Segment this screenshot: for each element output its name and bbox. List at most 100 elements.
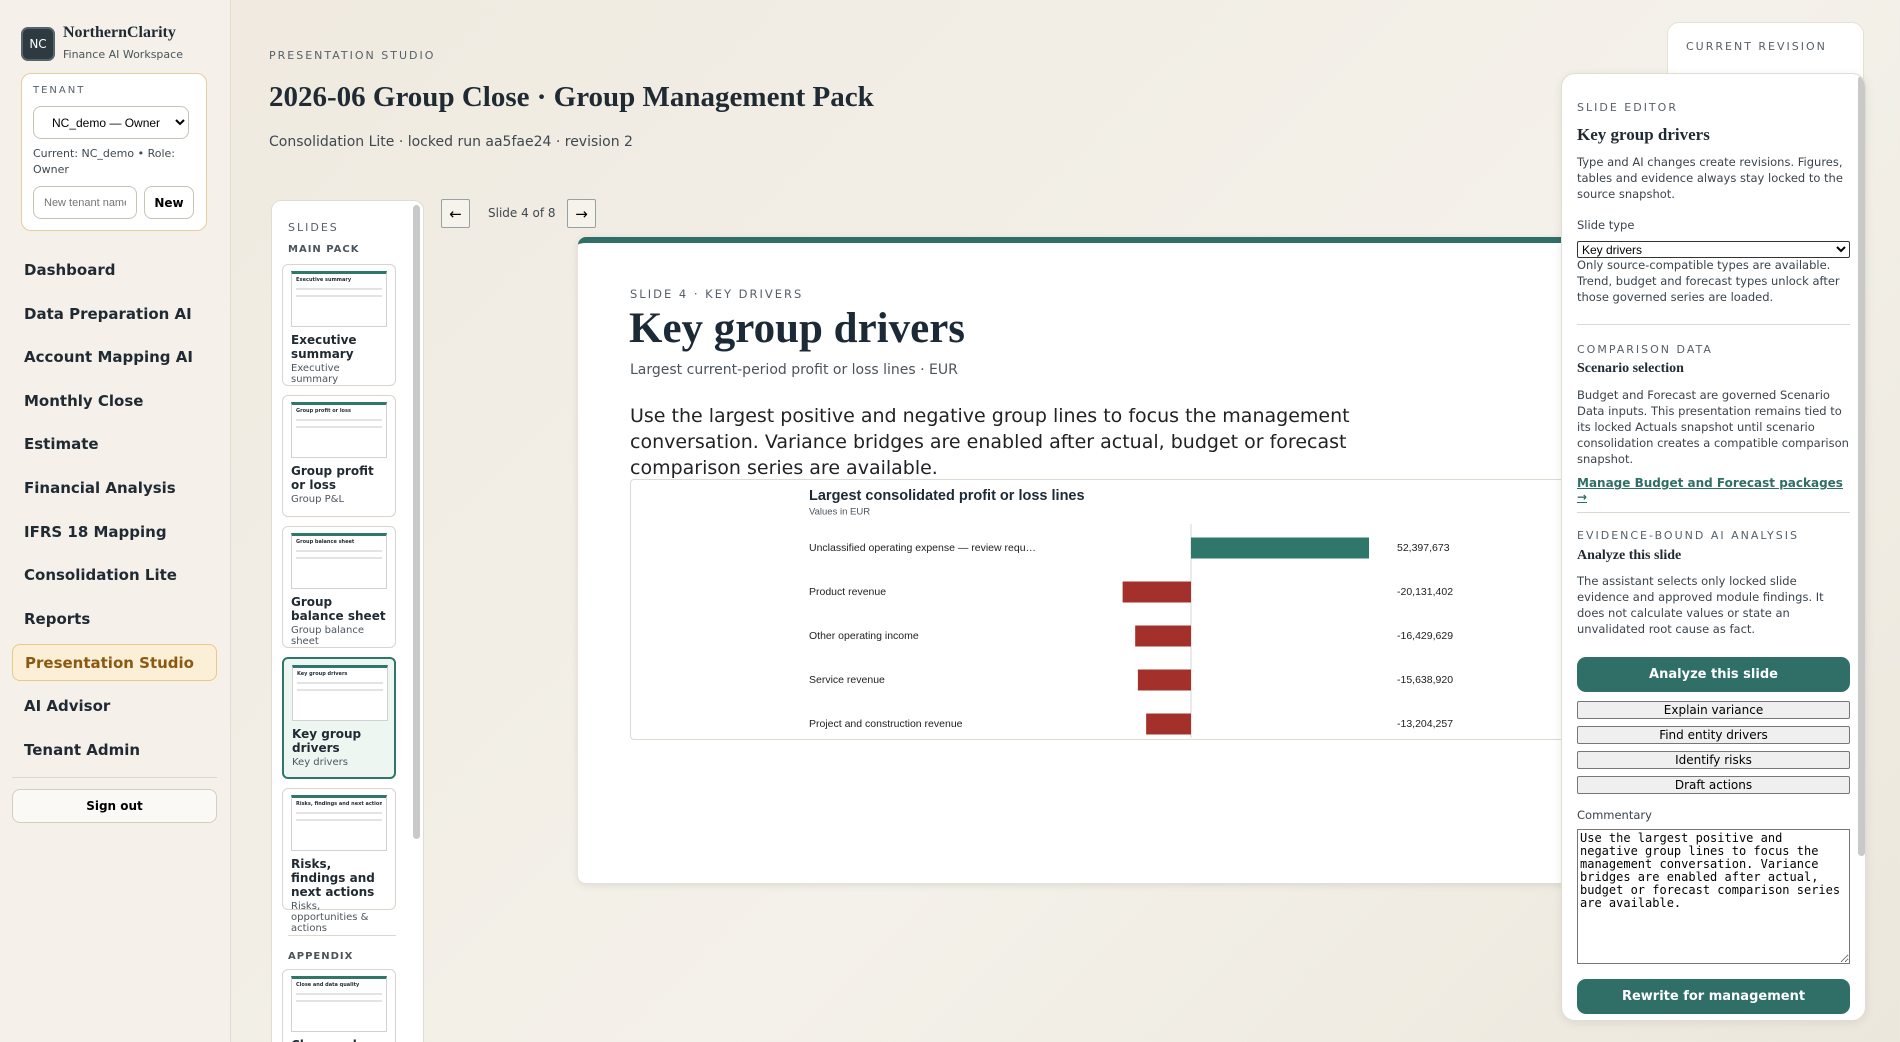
slide-card[interactable]: Risks, findings and next actions Risks, f…: [282, 788, 396, 934]
slide-editor: SLIDE EDITOR Key group drivers Type and …: [1561, 73, 1866, 1021]
slide-card-title: Group profit or loss: [291, 464, 374, 492]
thumbnail-line: [296, 288, 382, 290]
slide-card-type: Key drivers: [292, 757, 348, 768]
nav-item[interactable]: Account Mapping AI: [24, 348, 193, 367]
category-label: Service revenue: [809, 674, 885, 686]
thumbnail-line: [296, 419, 382, 421]
editor-intro: Type and AI changes create revisions. Fi…: [1577, 155, 1843, 201]
appendix-label: APPENDIX: [288, 951, 354, 962]
slide-thumbnail: Key group drivers: [292, 665, 388, 721]
commentary-label: Commentary: [1577, 808, 1652, 822]
slide-eyebrow: SLIDE 4 · KEY DRIVERS: [630, 287, 804, 301]
tenant-current: Current: NC_demo • Role: Owner: [33, 147, 176, 176]
tenant-box: TENANT NC_demo — Owner Current: NC_demo …: [21, 73, 207, 231]
nav-item[interactable]: Estimate: [24, 435, 99, 454]
value-label: 52,397,673: [1397, 542, 1450, 554]
value-label: -16,429,629: [1397, 630, 1453, 642]
main-pack-label: MAIN PACK: [288, 244, 360, 255]
divider: [1577, 324, 1850, 325]
divider: [288, 935, 396, 936]
nav-item[interactable]: Monthly Close: [24, 391, 144, 410]
ai-eyebrow: EVIDENCE-BOUND AI ANALYSIS: [1577, 529, 1799, 542]
category-label: Other operating income: [809, 630, 919, 642]
tenant-select[interactable]: NC_demo — Owner: [33, 106, 189, 139]
nav-item[interactable]: Consolidation Lite: [24, 566, 177, 585]
tenant-name-input[interactable]: [33, 186, 137, 219]
thumbnail-title: Close and data quality: [296, 982, 360, 988]
slide-card-title: Group balance sheet: [291, 595, 386, 623]
comparison-link[interactable]: Manage Budget and Forecast packages →: [1577, 476, 1843, 504]
value-label: -13,204,257: [1397, 718, 1453, 730]
tenant-label: TENANT: [33, 85, 86, 96]
page-title: 2026-06 Group Close · Group Management P…: [269, 81, 874, 113]
analyze-button[interactable]: Analyze this slide: [1577, 657, 1850, 692]
nav-item[interactable]: Data Preparation AI: [24, 304, 192, 323]
new-tenant-button[interactable]: New: [144, 186, 194, 219]
thumbnail-line: [296, 819, 382, 821]
chart-subtitle: Values in EUR: [809, 507, 870, 518]
thumbnail-line: [296, 557, 382, 559]
slide-subtitle: Largest current-period profit or loss li…: [630, 362, 958, 378]
slide-thumbnail: Group profit or loss: [291, 402, 387, 458]
thumbnail-title: Key group drivers: [297, 671, 348, 677]
nav-item[interactable]: IFRS 18 Mapping: [24, 522, 167, 541]
chart-title: Largest consolidated profit or loss line…: [809, 488, 1085, 504]
nav-item[interactable]: Presentation Studio: [12, 644, 217, 682]
action-button[interactable]: Explain variance: [1577, 701, 1850, 719]
chart-box: Largest consolidated profit or loss line…: [630, 479, 1578, 740]
thumbnail-line: [297, 682, 383, 684]
slide-body: Use the largest positive and negative gr…: [630, 405, 1350, 479]
value-label: -20,131,402: [1397, 586, 1453, 598]
sign-out-button[interactable]: Sign out: [12, 789, 217, 823]
slide-type-select[interactable]: Key drivers: [1577, 241, 1850, 258]
slide-card[interactable]: Executive summary Executive summary Execut…: [282, 264, 396, 386]
slide-card[interactable]: Group profit or loss Group profit or loss…: [282, 395, 396, 517]
prev-slide-button[interactable]: ←: [441, 199, 470, 228]
brand: NorthernClarity: [63, 24, 176, 41]
bar: [1191, 537, 1369, 559]
nav-item[interactable]: Dashboard: [24, 261, 116, 279]
slide-thumbnail: Close and data quality: [291, 976, 387, 1032]
chart: Largest consolidated profit or loss line…: [809, 488, 1453, 738]
bar: [1137, 669, 1191, 691]
header-eyebrow: PRESENTATION STUDIO: [269, 49, 436, 62]
comparison-title: Scenario selection: [1577, 361, 1684, 376]
slide-type-help: Only source-compatible types are availab…: [1577, 258, 1840, 304]
thumbnail-line: [297, 689, 383, 691]
sidebar: NC NorthernClarity Finance AI Workspace …: [0, 0, 231, 1042]
category-label: Project and construction revenue: [809, 718, 963, 730]
scrollbar: [1858, 76, 1865, 856]
thumbnail-line: [296, 812, 382, 814]
thumbnail-title: Risks, findings and next actions: [296, 801, 382, 807]
slide-type-label: Slide type: [1577, 218, 1635, 232]
nav-item[interactable]: Reports: [24, 609, 91, 628]
action-button[interactable]: Draft actions: [1577, 776, 1850, 794]
thumbnail-line: [296, 1000, 382, 1002]
slide-position: Slide 4 of 8: [488, 206, 556, 220]
ai-title: Analyze this slide: [1577, 548, 1682, 563]
thumbnail-line: [296, 295, 382, 297]
nav-item[interactable]: AI Advisor: [24, 697, 111, 715]
logo: NC: [21, 27, 55, 61]
action-button[interactable]: Identify risks: [1577, 751, 1850, 769]
slide-card[interactable]: Close and data quality Close and data qua…: [282, 969, 396, 1042]
slide-thumbnail: Executive summary: [291, 271, 387, 327]
nav-item[interactable]: Financial Analysis: [24, 479, 176, 497]
thumbnail-line: [296, 993, 382, 995]
slide-title: Key group drivers: [629, 305, 966, 352]
slide-card-type: Group P&L: [291, 494, 345, 505]
slide-card-title: Executive summary: [291, 333, 357, 361]
rewrite-button[interactable]: Rewrite for management: [1577, 979, 1850, 1014]
next-slide-button[interactable]: →: [567, 199, 596, 228]
value-label: -15,638,920: [1397, 674, 1453, 686]
bar: [1122, 581, 1191, 603]
page-subtitle: Consolidation Lite · locked run aa5fae24…: [269, 134, 633, 150]
thumbnail-title: Executive summary: [296, 277, 352, 283]
scrollbar: [413, 205, 420, 839]
action-button[interactable]: Find entity drivers: [1577, 726, 1850, 744]
slide-card-type: Group balance sheet: [291, 625, 364, 647]
slide-card[interactable]: Group balance sheet Group balance sheet Gr…: [282, 526, 396, 648]
commentary-input[interactable]: Use the largest positive and negative gr…: [1577, 829, 1850, 964]
nav-item[interactable]: Tenant Admin: [24, 740, 141, 759]
slide-card[interactable]: Key group drivers Key group drivers Key dr…: [282, 657, 396, 779]
